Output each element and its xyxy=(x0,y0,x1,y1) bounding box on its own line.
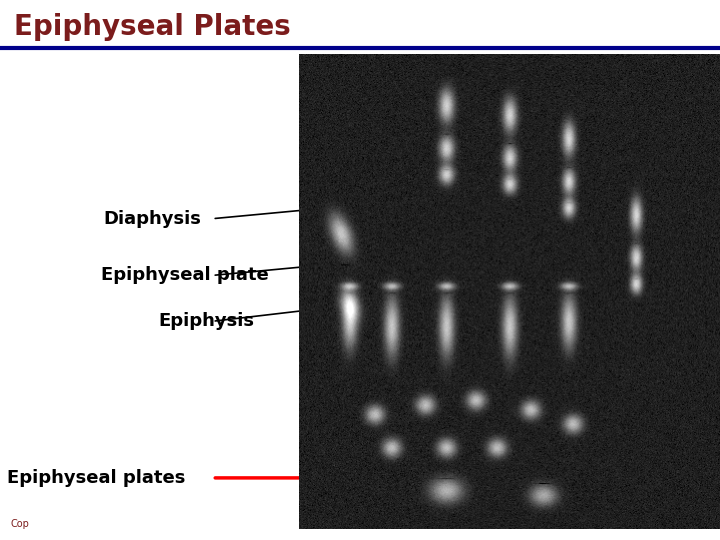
Text: Epiphyseal Plates: Epiphyseal Plates xyxy=(14,13,291,41)
Text: Epiphysis: Epiphysis xyxy=(158,312,254,330)
Text: Epiphyseal plate: Epiphyseal plate xyxy=(101,266,269,285)
Text: Cop: Cop xyxy=(11,519,30,529)
Text: Diaphysis: Diaphysis xyxy=(104,210,202,228)
Bar xyxy=(0,0,299,540)
Text: Epiphyseal plates: Epiphyseal plates xyxy=(7,469,186,487)
